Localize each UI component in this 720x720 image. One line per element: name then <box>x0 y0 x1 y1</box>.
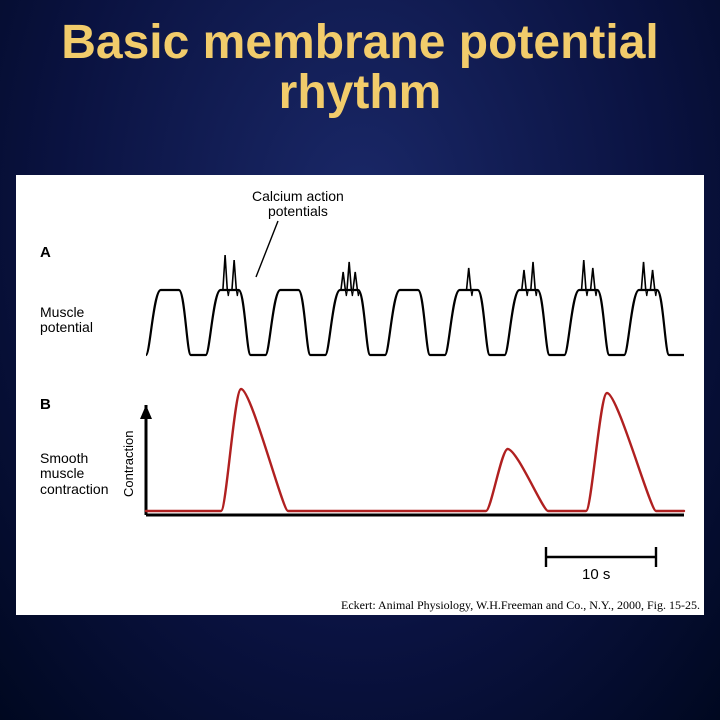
figure-svg <box>16 175 704 615</box>
contraction-axis-label: Contraction <box>122 431 136 497</box>
panel-b-marker: B <box>40 397 51 414</box>
figure-citation: Eckert: Animal Physiology, W.H.Freeman a… <box>341 598 700 613</box>
calcium-label: Calcium actionpotentials <box>252 189 344 220</box>
muscle-potential-label: Musclepotential <box>40 305 93 336</box>
time-scale-label: 10 s <box>582 567 610 584</box>
panel-a-marker: A <box>40 245 51 262</box>
page-title: Basic membrane potential rhythm <box>0 0 720 127</box>
figure-container: A Musclepotential Calcium actionpotentia… <box>16 175 704 615</box>
smooth-muscle-label: Smoothmusclecontraction <box>40 451 108 497</box>
